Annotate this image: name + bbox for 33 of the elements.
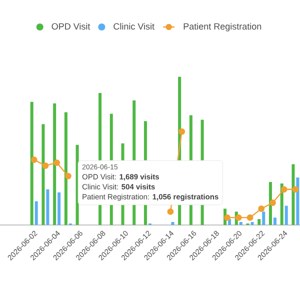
bar: [239, 222, 242, 225]
point: [167, 208, 174, 215]
legend-label: OPD Visit: [52, 22, 90, 30]
bar: [42, 124, 45, 225]
point: [178, 128, 186, 135]
bar: [64, 112, 68, 225]
bar: [268, 182, 272, 225]
bar: [34, 201, 38, 225]
point: [30, 156, 38, 163]
point: [64, 172, 72, 180]
legend-label: Clinic Visit: [114, 22, 154, 30]
bar: [46, 189, 50, 225]
point: [224, 214, 230, 221]
point: [270, 200, 276, 206]
bar: [250, 222, 254, 225]
bar: [292, 164, 295, 225]
bar: [296, 178, 300, 225]
point: [280, 186, 288, 193]
bar: [30, 102, 34, 225]
bar: [258, 219, 261, 225]
point: [258, 205, 265, 212]
point: [235, 214, 242, 221]
legend-label: Patient Registration: [184, 22, 262, 32]
point: [292, 186, 299, 193]
point: [42, 162, 49, 169]
point: [246, 214, 254, 221]
point: [54, 160, 60, 166]
bar: [273, 218, 276, 225]
bar: [284, 206, 288, 225]
bar: [58, 192, 61, 225]
bar: [262, 212, 266, 225]
bar: [171, 222, 174, 225]
bar: [53, 103, 56, 225]
